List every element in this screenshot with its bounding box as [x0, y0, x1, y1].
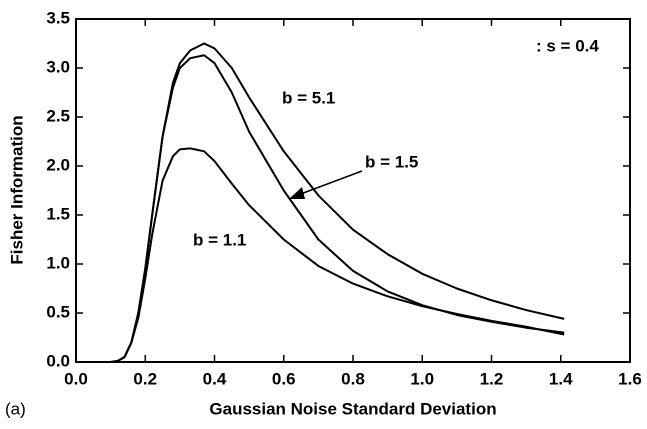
series-label: b = 1.1	[193, 230, 246, 249]
series-line	[110, 54, 565, 363]
x-tick-label: 0.8	[341, 369, 365, 388]
y-tick-label: 1.0	[46, 253, 70, 272]
y-tick-label: 2.5	[46, 106, 70, 125]
arrow-shaft	[297, 170, 363, 196]
annotation: : s = 0.4	[536, 36, 599, 55]
series-label: b = 1.5	[365, 152, 418, 171]
y-tick-label: 0.5	[46, 302, 70, 321]
x-tick-label: 1.0	[410, 369, 434, 388]
x-tick-label: 0.2	[133, 369, 157, 388]
x-tick-label: 0.6	[272, 369, 296, 388]
y-axis-title: Fisher Information	[7, 115, 26, 264]
y-tick-label: 2.0	[46, 155, 70, 174]
panel-label: (a)	[5, 399, 26, 418]
x-tick-label: 1.2	[480, 369, 504, 388]
arrow-head	[289, 187, 305, 199]
y-tick-label: 0.0	[46, 351, 70, 370]
x-tick-label: 1.6	[618, 369, 642, 388]
y-tick-label: 3.0	[46, 57, 70, 76]
x-tick-label: 1.4	[549, 369, 573, 388]
series-line	[110, 147, 565, 363]
series-line	[110, 42, 565, 363]
series-label: b = 5.1	[282, 88, 335, 107]
x-axis-title: Gaussian Noise Standard Deviation	[209, 399, 496, 418]
x-tick-label: 0.0	[64, 369, 88, 388]
x-tick-label: 0.4	[203, 369, 227, 388]
plot-frame	[75, 18, 631, 363]
y-tick-label: 1.5	[46, 204, 70, 223]
y-tick-label: 3.5	[46, 8, 70, 27]
